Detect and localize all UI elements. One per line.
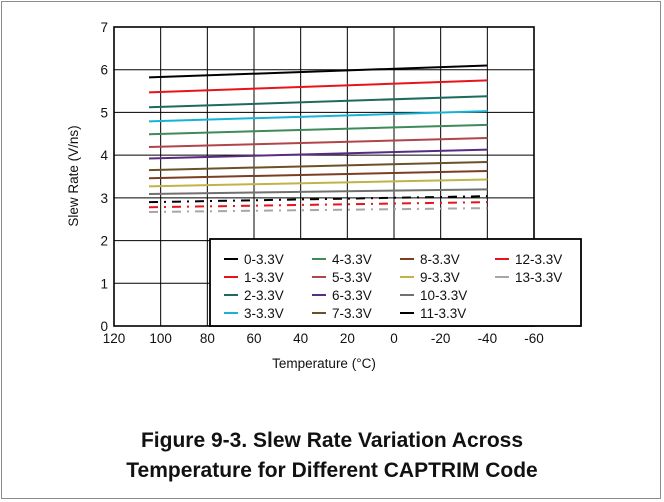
x-tick-label: -40 — [478, 331, 498, 346]
slew-rate-chart: 120 100 80 60 40 20 0 -20 -40 -60 0 1 2 3 4 5 6 7 Tempera… — [66, 20, 582, 371]
x-tick-label: 40 — [293, 331, 308, 346]
x-axis-label: Temperature (°C) — [272, 356, 376, 371]
x-tick-label: 100 — [149, 331, 172, 346]
series-line — [148, 160, 488, 172]
legend-entry-label: 8-3.3V — [420, 252, 460, 267]
legend-entry-label: 11-3.3V — [420, 306, 466, 321]
series-line — [148, 195, 488, 204]
legend-box — [209, 238, 582, 327]
y-tick-label: 4 — [100, 148, 108, 163]
x-tick-label: 120 — [103, 331, 126, 346]
figure-caption-line2: Temperature for Different CAPTRIM Code — [126, 459, 538, 482]
legend-entry-label: 10-3.3V — [420, 288, 467, 303]
y-tick-label: 6 — [100, 63, 108, 78]
x-tick-label: 20 — [340, 331, 355, 346]
figure-caption-line1: Figure 9-3. Slew Rate Variation Across — [140, 429, 524, 452]
series-line — [148, 123, 488, 136]
legend-entry-label: 1-3.3V — [244, 270, 284, 285]
series-lines — [148, 64, 488, 213]
y-tick-label: 5 — [100, 105, 108, 120]
y-tick-label: 1 — [100, 276, 108, 291]
series-line — [148, 110, 488, 123]
legend-entry-label: 3-3.3V — [244, 306, 284, 321]
x-tick-label: 80 — [200, 331, 215, 346]
legend-entry-label: 9-3.3V — [420, 270, 460, 285]
series-line — [148, 169, 488, 180]
series-line — [148, 95, 488, 109]
series-line — [148, 137, 488, 149]
legend-entry-label: 13-3.3V — [515, 270, 562, 285]
x-tick-label: -20 — [431, 331, 451, 346]
y-tick-label: 2 — [100, 234, 108, 249]
x-tick-label: 0 — [390, 331, 398, 346]
series-line — [148, 64, 488, 79]
legend-entry-label: 4-3.3V — [332, 252, 372, 267]
y-tick-label: 3 — [100, 191, 108, 206]
legend-entry-label: 6-3.3V — [332, 288, 372, 303]
tick-labels: 120 100 80 60 40 20 0 -20 -40 -60 0 1 2 3 4 5 6 7 — [100, 20, 543, 346]
legend-entry-label: 7-3.3V — [332, 306, 372, 321]
series-line — [148, 188, 488, 196]
y-tick-label: 7 — [100, 20, 108, 35]
x-tick-label: 60 — [246, 331, 261, 346]
series-line — [148, 148, 488, 160]
series-line — [148, 79, 488, 94]
legend-entry-label: 0-3.3V — [244, 252, 284, 267]
series-line — [148, 178, 488, 188]
legend: 0-3.3V 1-3.3V 2-3.3V 3-3.3V 4-3.3V 5-3.3V 6-3.… — [209, 238, 582, 327]
legend-entry-label: 5-3.3V — [332, 270, 372, 285]
legend-entry-label: 12-3.3V — [515, 252, 562, 267]
x-tick-label: -60 — [524, 331, 544, 346]
y-tick-label: 0 — [100, 319, 108, 334]
series-line — [148, 201, 488, 209]
y-axis-label: Slew Rate (V/ns) — [66, 125, 81, 226]
series-line — [148, 207, 488, 213]
legend-entry-label: 2-3.3V — [244, 288, 284, 303]
